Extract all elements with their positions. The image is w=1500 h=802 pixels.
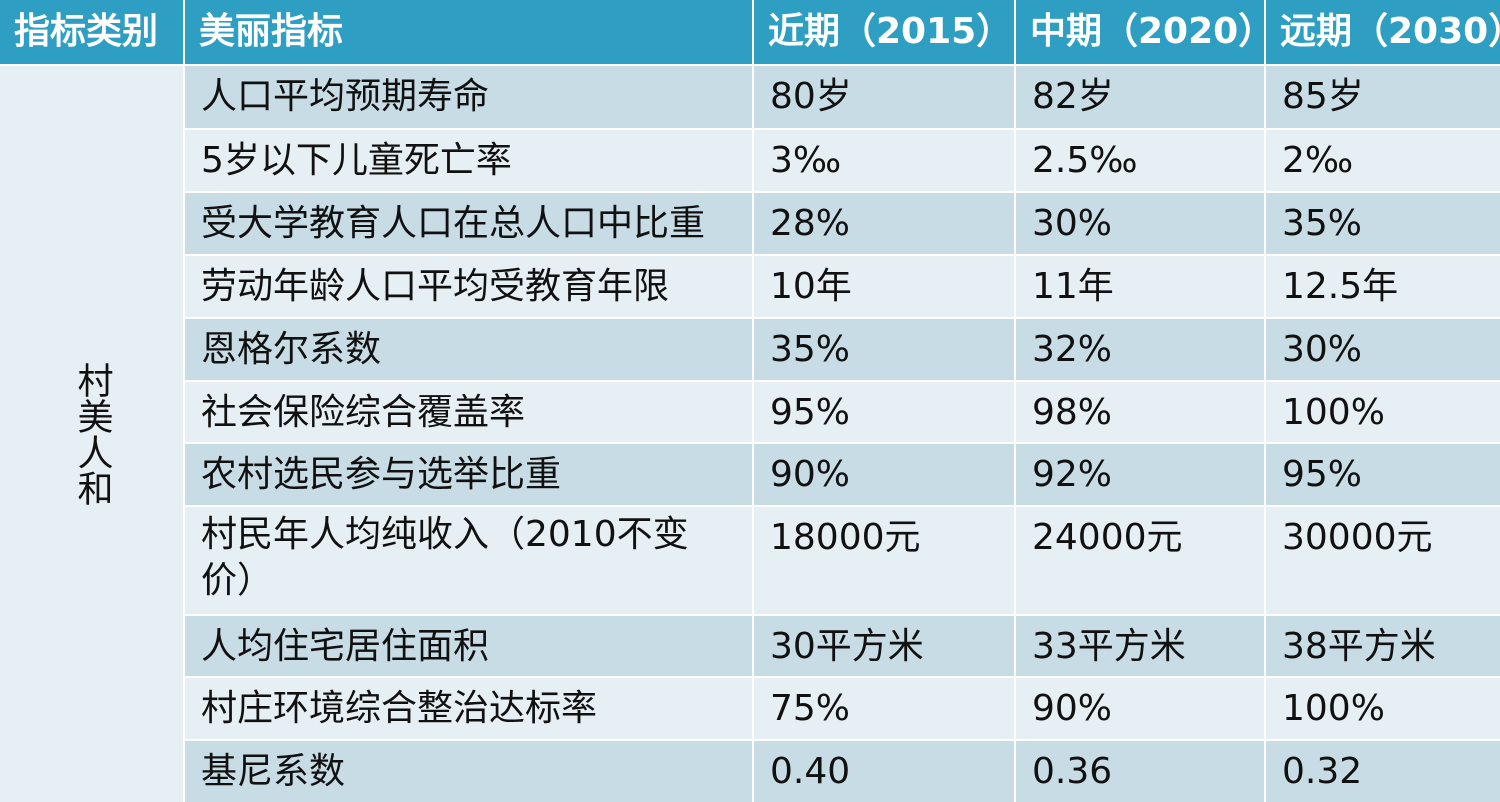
table-row-indicator: 村民年人均纯收入（2010不变价） [185,507,752,614]
table-cell-mid: 0.36 [1016,741,1264,802]
table-cell-mid: 82岁 [1016,66,1264,128]
table-cell-mid: 98% [1016,382,1264,442]
table-cell-far: 95% [1266,444,1500,505]
header-near-term: 近期（2015） [754,0,1014,64]
header-long-term: 远期（2030） [1266,0,1500,64]
table-cell-mid: 11年 [1016,256,1264,317]
table-row-indicator: 农村选民参与选举比重 [185,444,752,505]
table-cell-near: 10年 [754,256,1014,317]
table-cell-far: 35% [1266,193,1500,254]
table-cell-far: 100% [1266,678,1500,739]
table-cell-far: 85岁 [1266,66,1500,128]
table-cell-far: 2‰ [1266,130,1500,191]
table-row-indicator: 劳动年龄人口平均受教育年限 [185,256,752,317]
table-cell-near: 28% [754,193,1014,254]
table-row-indicator: 5岁以下儿童死亡率 [185,130,752,191]
table-cell-near: 95% [754,382,1014,442]
table-cell-far: 30% [1266,319,1500,380]
table-cell-near: 18000元 [754,507,1014,614]
table-cell-mid: 90% [1016,678,1264,739]
table-cell-mid: 32% [1016,319,1264,380]
table-row-indicator: 社会保险综合覆盖率 [185,382,752,442]
category-cell: 村美人和 [0,66,183,802]
table-cell-mid: 24000元 [1016,507,1264,614]
table-row-indicator: 基尼系数 [185,741,752,802]
table-cell-far: 0.32 [1266,741,1500,802]
header-indicator: 美丽指标 [185,0,752,64]
table-cell-mid: 30% [1016,193,1264,254]
table-cell-near: 75% [754,678,1014,739]
table-row-indicator: 人口平均预期寿命 [185,66,752,128]
table-cell-near: 35% [754,319,1014,380]
table-row-indicator: 恩格尔系数 [185,319,752,380]
table-cell-near: 3‰ [754,130,1014,191]
table-cell-mid: 33平方米 [1016,616,1264,676]
table-cell-mid: 2.5‰ [1016,130,1264,191]
table-row-indicator: 村庄环境综合整治达标率 [185,678,752,739]
category-label: 村美人和 [71,362,113,506]
table-cell-far: 30000元 [1266,507,1500,614]
table-cell-far: 100% [1266,382,1500,442]
table-row-indicator: 受大学教育人口在总人口中比重 [185,193,752,254]
header-mid-term: 中期（2020） [1016,0,1264,64]
table-cell-near: 80岁 [754,66,1014,128]
header-category: 指标类别 [0,0,183,64]
table-cell-far: 12.5年 [1266,256,1500,317]
table-cell-near: 30平方米 [754,616,1014,676]
table-cell-near: 0.40 [754,741,1014,802]
table-row-indicator: 人均住宅居住面积 [185,616,752,676]
table-cell-far: 38平方米 [1266,616,1500,676]
table-cell-mid: 92% [1016,444,1264,505]
table-cell-near: 90% [754,444,1014,505]
